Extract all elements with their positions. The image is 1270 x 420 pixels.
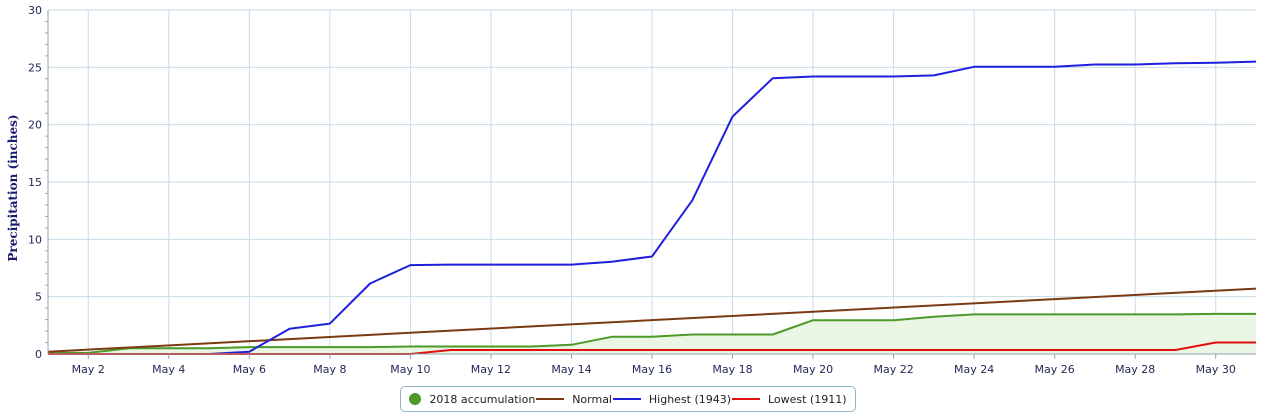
legend-item-3[interactable]: Lowest (1911) xyxy=(731,392,847,406)
x-tick-label: May 16 xyxy=(632,363,672,376)
series-line-2 xyxy=(48,60,1257,355)
y-tick-label: 10 xyxy=(28,233,42,246)
y-tick-label: 0 xyxy=(35,348,42,361)
grid-lines xyxy=(48,9,1256,355)
legend-item-0[interactable]: 2018 accumulation xyxy=(409,393,535,406)
legend-label: Normal xyxy=(572,392,612,406)
x-tick-label: May 12 xyxy=(471,363,511,376)
x-tick-label: May 18 xyxy=(712,363,752,376)
legend-label: 2018 accumulation xyxy=(429,392,536,406)
x-tick-label: May 14 xyxy=(551,363,591,376)
x-tick-label: May 26 xyxy=(1035,363,1075,376)
x-tick-label: May 24 xyxy=(954,363,994,376)
series-lines xyxy=(47,60,1257,355)
legend-label: Highest (1943) xyxy=(648,392,732,406)
series-line-0 xyxy=(48,312,1256,354)
chart-legend: 2018 accumulation Normal Highest (1943) Low… xyxy=(400,386,856,412)
x-tick-label: May 20 xyxy=(793,363,833,376)
x-tick-label: May 8 xyxy=(313,363,346,376)
y-tick-label: 20 xyxy=(28,119,42,132)
series-area-0 xyxy=(48,313,1256,354)
y-tick-label: 30 xyxy=(28,4,42,17)
legend-swatch xyxy=(731,398,760,400)
x-tick-label: May 10 xyxy=(390,363,430,376)
y-tick-label: 15 xyxy=(28,176,42,189)
series-line-1 xyxy=(47,287,1257,353)
y-axis-label: Precipitation (inches) xyxy=(6,114,20,261)
y-tick-label: 5 xyxy=(35,291,42,304)
x-tick-label: May 4 xyxy=(152,363,185,376)
legend-item-2[interactable]: Highest (1943) xyxy=(612,392,732,406)
x-tick-label: May 22 xyxy=(873,363,913,376)
legend-swatch xyxy=(612,398,641,400)
x-tick-label: May 2 xyxy=(72,363,105,376)
legend-label: Lowest (1911) xyxy=(767,392,847,406)
legend-swatch xyxy=(536,398,565,400)
x-tick-label: May 6 xyxy=(233,363,266,376)
x-tick-label: May 30 xyxy=(1196,363,1236,376)
area-fills xyxy=(48,313,1256,354)
legend-item-1[interactable]: Normal xyxy=(536,393,612,406)
axes: 0 5 10 15 20 25 30 May 2 May 4 May 6 May 8 May 10 Ma… xyxy=(28,4,1256,376)
y-tick-label: 25 xyxy=(28,61,42,74)
x-tick-label: May 28 xyxy=(1115,363,1155,376)
legend-swatch xyxy=(409,393,422,405)
